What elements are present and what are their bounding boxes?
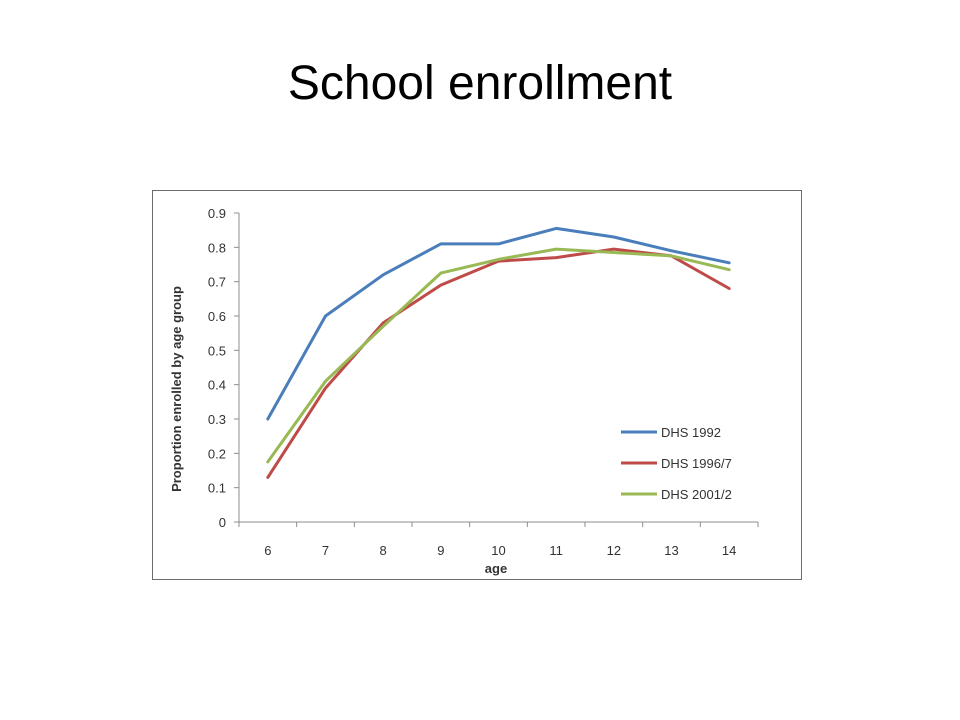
legend-label-2: DHS 1996/7 [661,456,732,471]
series-lines [266,226,731,479]
x-tick-label: 6 [264,543,271,558]
chart-frame: 0 0.1 0.2 0.3 0.4 0.5 0.6 0.7 0.8 0.9 6 7 8 9 10 11 12 13… [152,190,802,580]
legend: DHS 1992 DHS 1996/7 DHS 2001/2 [621,425,732,502]
y-tick-label: 0.7 [208,275,226,290]
y-tick-label: 0 [219,515,226,530]
axes [234,212,759,527]
slide-title: School enrollment [287,57,673,110]
y-tick-label: 0.8 [208,240,226,255]
x-tick-label: 11 [549,543,563,558]
legend-label-3: DHS 2001/2 [661,487,732,502]
y-axis-label: Proportion enrolled by age group [169,286,184,492]
x-tick-label: 12 [607,543,621,558]
x-tick-label: 14 [722,543,736,558]
series-line-1 [266,226,731,421]
x-axis-label: age [485,561,507,576]
y-tick-label: 0.1 [208,481,226,496]
line-chart: 0 0.1 0.2 0.3 0.4 0.5 0.6 0.7 0.8 0.9 6 7 8 9 10 11 12 13… [169,206,759,576]
y-tick-label: 0.4 [208,378,226,393]
x-tick-label: 10 [491,543,505,558]
y-tick-label: 0.9 [208,206,226,221]
x-tick-label: 13 [664,543,678,558]
series-line-2 [266,247,731,479]
y-tick-label: 0.6 [208,309,226,324]
y-tick-label: 0.2 [208,446,226,461]
y-tick-label: 0.5 [208,343,226,358]
x-tick-label: 7 [322,543,329,558]
series-line-3 [266,247,731,464]
tick-labels: 0 0.1 0.2 0.3 0.4 0.5 0.6 0.7 0.8 0.9 6 7 8 9 10 11 12 13… [208,206,736,558]
legend-label-1: DHS 1992 [661,425,721,440]
x-tick-label: 8 [380,543,387,558]
x-tick-label: 9 [437,543,444,558]
y-tick-label: 0.3 [208,412,226,427]
